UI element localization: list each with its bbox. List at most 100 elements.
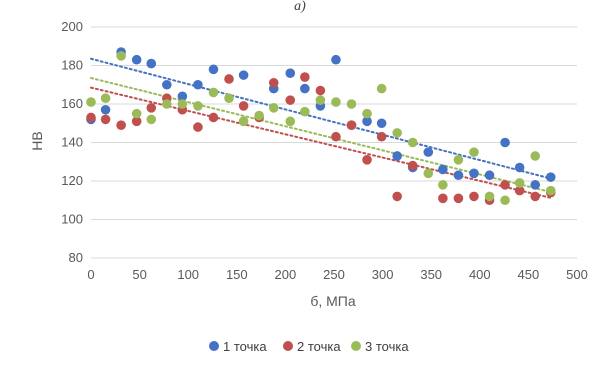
data-point-series-3 (116, 51, 126, 61)
data-point-series-3 (376, 83, 387, 94)
data-point-series-1 (177, 91, 188, 102)
data-points (86, 47, 556, 206)
x-tick-label: 450 (518, 267, 540, 282)
data-point-series-1 (100, 104, 111, 115)
data-point-series-1 (514, 162, 525, 173)
data-point-series-2 (315, 85, 326, 96)
data-point-series-1 (193, 79, 203, 90)
data-point-series-1 (438, 164, 448, 175)
data-point-series-2 (362, 155, 372, 165)
trendline-series-3 (90, 77, 554, 194)
data-point-series-3 (362, 108, 372, 119)
data-point-series-1 (484, 170, 495, 181)
data-point-series-1 (500, 137, 510, 148)
data-point-series-2 (514, 185, 525, 196)
y-tick-label: 140 (61, 135, 83, 150)
x-tick-label: 350 (420, 267, 442, 282)
data-point-series-3 (438, 180, 448, 190)
data-point-series-1 (285, 68, 296, 78)
data-point-series-2 (530, 191, 541, 202)
data-point-series-1 (423, 147, 434, 157)
data-point-series-3 (193, 101, 203, 111)
data-point-series-1 (392, 151, 402, 161)
data-point-series-2 (469, 191, 479, 202)
data-point-series-1 (469, 168, 479, 179)
data-point-series-2 (86, 112, 96, 123)
y-tick-label: 180 (61, 58, 83, 73)
data-point-series-3 (315, 95, 326, 105)
x-tick-label: 200 (275, 267, 297, 282)
data-point-series-2 (392, 191, 402, 202)
x-tick-label: 400 (469, 267, 491, 282)
legend-label: 1 точка (223, 339, 267, 354)
data-point-series-2 (193, 122, 203, 132)
data-point-series-1 (146, 58, 157, 69)
data-point-series-3 (346, 99, 357, 109)
data-point-series-3 (208, 87, 219, 98)
y-tick-label: 80 (69, 250, 83, 265)
data-point-series-2 (500, 180, 510, 190)
data-point-series-1 (238, 70, 249, 80)
data-point-series-2 (346, 120, 357, 130)
y-tick-label: 100 (61, 212, 83, 227)
data-point-series-3 (285, 116, 296, 127)
data-point-series-3 (131, 108, 142, 119)
data-point-series-3 (530, 151, 541, 161)
data-point-series-3 (254, 110, 264, 121)
data-point-series-3 (407, 137, 418, 148)
legend-item: 1 точка (209, 339, 267, 354)
data-point-series-1 (453, 170, 464, 181)
data-point-series-3 (146, 114, 157, 125)
data-point-series-2 (300, 72, 310, 82)
data-point-series-2 (285, 95, 296, 105)
data-point-series-3 (331, 97, 341, 107)
y-axis-title: НВ (29, 131, 45, 150)
data-point-series-3 (100, 93, 111, 104)
y-tick-label: 120 (61, 173, 83, 188)
legend-marker (209, 341, 219, 351)
x-tick-label: 250 (323, 267, 345, 282)
data-point-series-2 (407, 160, 418, 171)
data-point-series-3 (545, 185, 556, 196)
data-point-series-3 (86, 97, 96, 107)
trendline-series-1 (90, 57, 554, 181)
legend-item: 3 точка (351, 339, 409, 354)
data-point-series-1 (376, 118, 387, 129)
legend-label: 3 точка (365, 339, 409, 354)
legend-marker (351, 341, 361, 351)
data-point-series-1 (530, 180, 541, 190)
data-point-series-1 (362, 116, 372, 127)
data-point-series-2 (268, 78, 279, 88)
data-point-series-1 (545, 172, 556, 182)
data-point-series-2 (100, 114, 111, 125)
data-point-series-2 (331, 131, 341, 142)
data-point-series-3 (453, 155, 464, 165)
data-point-series-3 (162, 99, 172, 109)
y-tick-label: 200 (61, 19, 83, 34)
data-point-series-2 (224, 74, 234, 84)
data-point-series-2 (453, 193, 464, 204)
data-point-series-3 (300, 106, 310, 117)
data-point-series-1 (331, 54, 341, 65)
data-point-series-2 (116, 120, 126, 130)
x-tick-label: 500 (566, 267, 588, 282)
data-point-series-1 (300, 83, 310, 94)
x-tick-label: 100 (177, 267, 199, 282)
x-tick-label: 0 (87, 267, 94, 282)
legend: 1 точка 2 точка 3 точка (209, 339, 409, 354)
data-point-series-3 (469, 147, 479, 157)
data-point-series-3 (268, 103, 279, 113)
data-point-series-3 (392, 128, 402, 138)
data-point-series-1 (131, 54, 142, 65)
chart-header-label: а) (294, 0, 306, 14)
data-point-series-2 (131, 116, 142, 127)
data-point-series-3 (484, 191, 495, 202)
data-point-series-1 (208, 64, 219, 75)
x-tick-label: 300 (372, 267, 394, 282)
data-point-series-3 (238, 116, 249, 127)
trendlines (90, 57, 554, 200)
legend-item: 2 точка (283, 339, 341, 354)
data-point-series-3 (423, 168, 434, 179)
data-point-series-2 (238, 101, 249, 111)
